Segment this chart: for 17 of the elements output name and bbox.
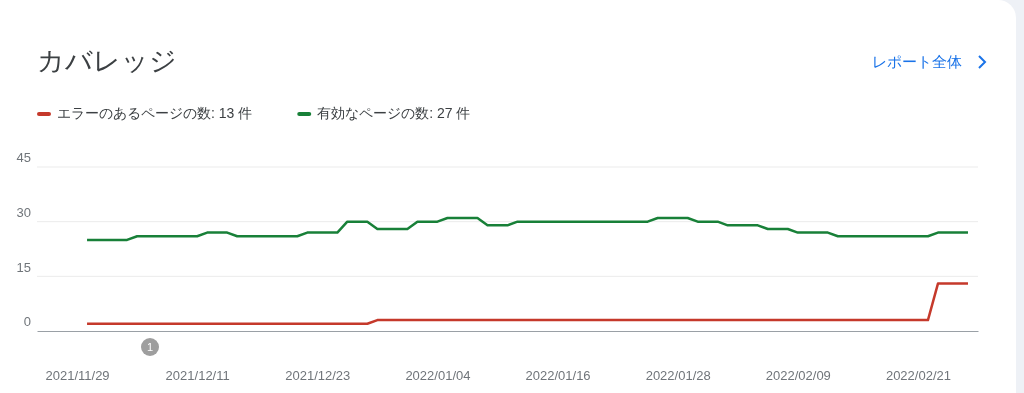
x-tick-label: 2022/01/28 <box>645 368 711 384</box>
x-tick-label: 2022/01/04 <box>405 368 471 384</box>
x-tick-label: 2021/12/11 <box>165 368 230 384</box>
x-tick-label: 2022/02/09 <box>765 368 831 384</box>
legend-label: エラーのあるページの数: 13 件 <box>57 105 253 121</box>
x-tick-label: 2021/11/29 <box>45 368 110 384</box>
x-tick-label: 2022/02/21 <box>885 368 951 384</box>
text: レポート全体 <box>872 53 962 70</box>
x-tick-label: 2022/01/16 <box>525 368 591 384</box>
y-tick-label: 15 <box>16 259 31 275</box>
y-tick-label: 0 <box>23 314 31 330</box>
legend-label: 有効なページの数: 27 件 <box>317 105 471 121</box>
chart-title: カバレッジ <box>37 46 177 76</box>
x-tick-label: 2021/12/23 <box>285 368 351 384</box>
y-tick-label: 45 <box>16 150 31 166</box>
y-tick-label: 30 <box>16 204 31 220</box>
text: 1 <box>146 341 154 353</box>
